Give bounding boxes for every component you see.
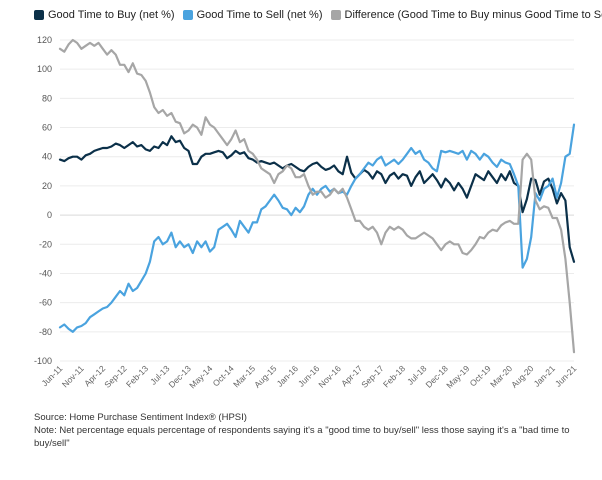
series-line-sell	[58, 123, 576, 333]
x-tick-label: Jan-16	[275, 363, 301, 389]
x-tick-label: Jun-21	[553, 363, 579, 389]
y-tick-label: 20	[42, 181, 52, 191]
y-tick-label: 60	[42, 123, 52, 133]
y-tick-label: 40	[42, 152, 52, 162]
definition-note: Note: Net percentage equals percentage o…	[34, 425, 570, 449]
legend-swatch	[330, 10, 341, 20]
y-tick-label: -60	[39, 298, 52, 308]
y-tick-label: -40	[39, 268, 52, 278]
legend-item: Good Time to Buy (net %)	[34, 9, 175, 21]
y-tick-label: 100	[37, 64, 52, 74]
x-tick-label: Nov-16	[316, 363, 343, 390]
x-tick-label: Mar-15	[231, 363, 257, 389]
x-tick-label: May-19	[444, 363, 471, 390]
line-chart: -100-80-60-40-20020406080100120Jun-11Nov…	[34, 35, 579, 390]
x-tick-label: Aug-15	[252, 363, 279, 390]
legend-label: Good Time to Sell (net %)	[196, 9, 323, 21]
x-tick-label: Feb-18	[381, 363, 407, 389]
legend-item: Difference (Good Time to Buy minus Good …	[330, 9, 602, 21]
chart-legend: Good Time to Buy (net %) Good Time to Sel…	[34, 9, 602, 21]
x-tick-label: Sep-12	[102, 363, 129, 390]
legend-swatch	[34, 10, 44, 20]
x-tick-label: Sep-17	[359, 363, 386, 390]
x-tick-label: Aug-20	[509, 363, 536, 390]
legend-label: Good Time to Buy (net %)	[48, 9, 175, 21]
x-tick-label: Nov-11	[60, 363, 86, 389]
y-tick-label: -20	[39, 239, 52, 249]
series-line-difference	[58, 38, 576, 354]
y-tick-label: 80	[42, 93, 52, 103]
y-tick-label: 120	[37, 35, 52, 45]
legend-label: Difference (Good Time to Buy minus Good …	[344, 9, 602, 21]
x-tick-label: Feb-13	[124, 363, 150, 389]
source-note: Source: Home Purchase Sentiment Index® (…	[34, 412, 247, 423]
y-tick-label: -80	[39, 327, 52, 337]
legend-item: Good Time to Sell (net %)	[182, 9, 323, 21]
series-line-buy	[58, 135, 576, 263]
x-tick-label: Mar-20	[488, 363, 514, 389]
y-tick-label: -100	[34, 356, 52, 366]
x-tick-label: May-14	[187, 363, 214, 390]
y-tick-label: 0	[47, 210, 52, 220]
chart-notes: Source: Home Purchase Sentiment Index® (…	[34, 411, 584, 450]
x-tick-label: Jan-21	[532, 363, 558, 389]
legend-swatch	[182, 10, 193, 20]
